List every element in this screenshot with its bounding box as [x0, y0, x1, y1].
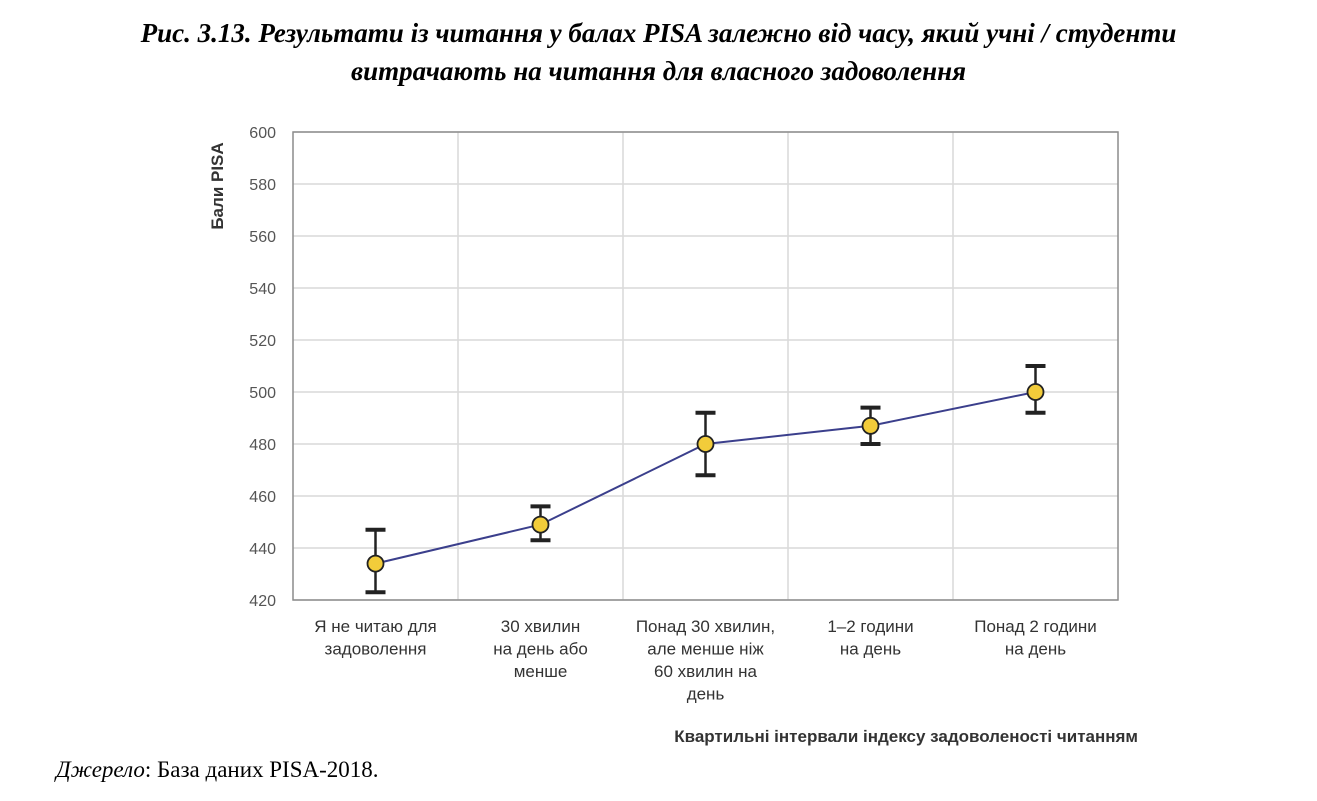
x-tick-label-line: на день — [1005, 640, 1066, 659]
data-point — [861, 416, 880, 435]
y-tick-label: 460 — [249, 489, 276, 506]
data-point — [696, 435, 715, 453]
x-tick-label: 1–2 години на день — [827, 617, 913, 659]
x-axis-title: Квартильні інтервали індексу задоволенос… — [674, 727, 1138, 746]
x-tick-label-line: 60 хвилин на — [654, 662, 758, 681]
y-tick-label: 500 — [249, 385, 276, 402]
data-point — [366, 554, 385, 573]
data-point — [1026, 383, 1045, 401]
figure-title-line-2: витрачають на читання для власного задов… — [351, 56, 966, 86]
x-tick-label-line: на день або — [493, 640, 588, 659]
x-tick-label: Понад 2 години на день — [974, 617, 1097, 659]
x-tick-label-line: Я не читаю для — [314, 617, 437, 636]
x-tick-label: Я не читаю для задоволення — [314, 617, 437, 659]
x-tick-label-line: Понад 2 години — [974, 617, 1097, 636]
x-tick-label: 30 хвилин на день або менше — [493, 617, 588, 681]
x-tick-label-line: день — [687, 685, 725, 704]
x-tick-label-line: на день — [840, 640, 901, 659]
y-tick-label: 540 — [249, 281, 276, 298]
figure-title-line-1: Рис. 3.13. Результати із читання у балах… — [140, 18, 1177, 48]
y-tick-label: 580 — [249, 177, 276, 194]
y-tick-label: 600 — [249, 125, 276, 142]
x-tick-label-line: 30 хвилин — [501, 617, 580, 636]
y-tick-label: 520 — [249, 333, 276, 350]
y-tick-label: 440 — [249, 541, 276, 558]
y-axis-title: Бали PISA — [208, 142, 227, 229]
x-tick-label-line: 1–2 години — [827, 617, 913, 636]
data-point — [531, 515, 550, 534]
x-tick-label-line: Понад 30 хвилин, — [636, 617, 775, 636]
y-tick-label: 560 — [249, 229, 276, 246]
source-note: Джерело: База даних PISA-2018. — [56, 757, 379, 783]
y-tick-label: 420 — [249, 593, 276, 610]
source-label: Джерело — [56, 757, 145, 782]
figure-title: Рис. 3.13. Результати із читання у балах… — [0, 14, 1317, 90]
x-tick-label-line: задоволення — [325, 640, 427, 659]
source-text: : База даних PISA-2018. — [144, 757, 379, 782]
y-tick-label: 480 — [249, 437, 276, 454]
plot-frame — [292, 131, 1119, 601]
x-tick-label-line: але менше ніж — [647, 640, 764, 659]
x-tick-label-line: менше — [514, 662, 568, 681]
x-tick-label: Понад 30 хвилин, але менше ніж 60 хвилин н… — [636, 617, 775, 704]
